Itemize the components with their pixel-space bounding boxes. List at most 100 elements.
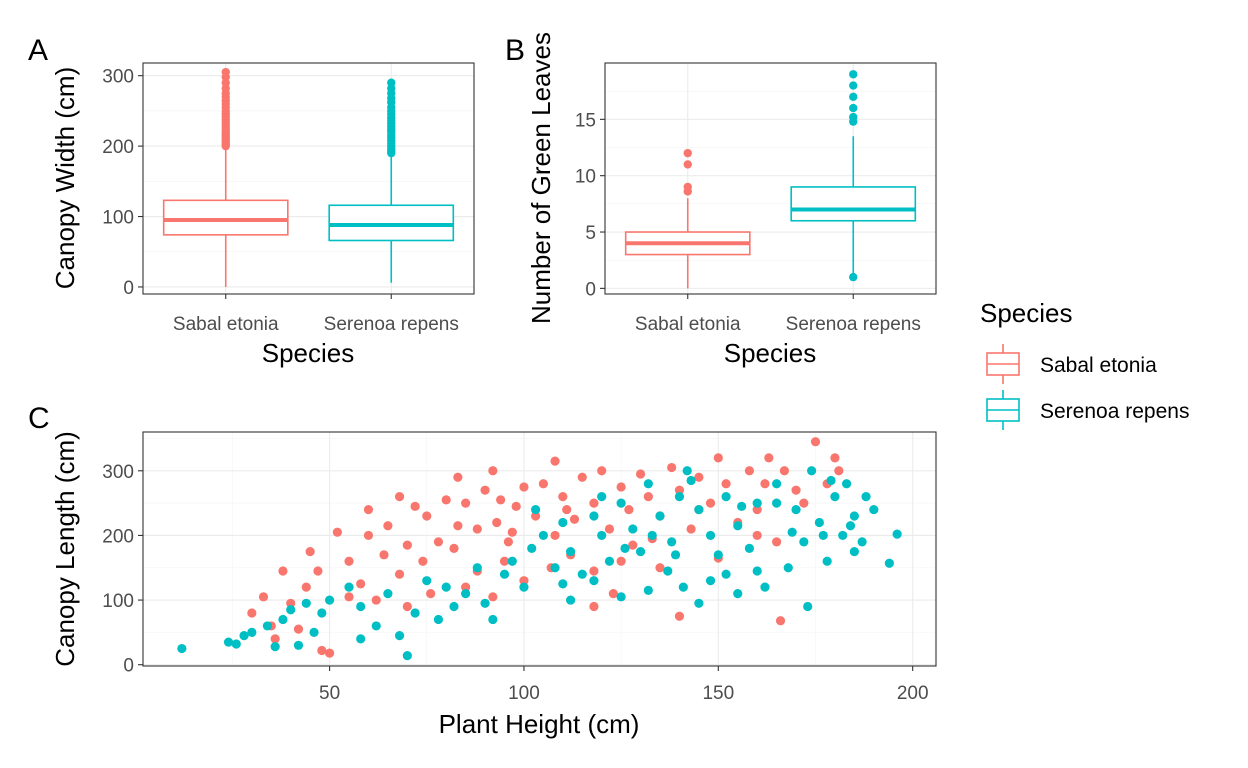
scatter-point: [667, 462, 677, 473]
scatter-point: [383, 589, 393, 599]
scatter-point: [869, 504, 879, 515]
scatter-point: [410, 608, 420, 618]
scatter-point: [441, 495, 451, 505]
scatter-point: [678, 582, 688, 592]
scatter-point: [721, 479, 731, 489]
panel-b-ticks: 0 5 10 15 Sabal etonia Serenoa repens: [575, 110, 921, 335]
scatter-point: [433, 537, 444, 547]
scatter-point: [223, 637, 234, 647]
scatter-point: [433, 614, 444, 625]
scatter-point: [705, 498, 716, 508]
scatter-point: [814, 517, 824, 528]
panel-c-x-axis-title: Plant Height (cm): [439, 709, 640, 739]
scatter-point: [597, 492, 607, 502]
scatter-point: [422, 511, 432, 521]
scatter-point: [270, 642, 280, 652]
panel-b-outlier-point: [849, 92, 858, 102]
panel-c-series-serenoa-repens: [177, 466, 902, 661]
panel-c-series-sabal-etonia: [247, 437, 844, 658]
scatter-point: [791, 504, 801, 515]
panel-c-x-tick-label: 200: [897, 683, 929, 704]
scatter-point: [670, 550, 681, 560]
scatter-point: [752, 530, 762, 541]
scatter-point: [531, 504, 541, 515]
scatter-point: [616, 592, 626, 602]
scatter-point: [628, 540, 638, 550]
scatter-point: [286, 598, 296, 608]
panel-c-grid: [143, 432, 936, 666]
scatter-point: [356, 579, 366, 589]
scatter-point: [402, 651, 412, 661]
scatter-point: [371, 595, 381, 605]
scatter-point: [394, 631, 405, 641]
scatter-point: [519, 576, 529, 586]
scatter-point: [737, 501, 747, 511]
panel-a-boxes: [162, 67, 455, 287]
scatter-point: [577, 569, 587, 579]
legend: Species Sabal etonia Serenoa repens: [980, 298, 1189, 430]
scatter-point: [293, 624, 304, 634]
legend-label-serenoa-repens: Serenoa repens: [1040, 400, 1189, 423]
legend-key-serenoa-repens: [986, 390, 1020, 430]
scatter-point: [344, 592, 354, 602]
panel-b-outlier-point: [849, 103, 858, 113]
scatter-point: [604, 556, 615, 566]
panel-a-x-axis-title: Species: [262, 338, 355, 368]
scatter-point: [461, 589, 471, 599]
scatter-point: [449, 543, 459, 553]
scatter-point: [721, 569, 731, 579]
scatter-point: [686, 475, 696, 486]
panel-b-box-sabal-etonia: [624, 148, 751, 289]
scatter-point: [589, 566, 599, 576]
legend-title: Species: [980, 298, 1073, 328]
panel-b-y-axis-title: Number of Green Leaves: [526, 32, 556, 324]
panel-a-y-tick-label: 300: [102, 67, 134, 88]
scatter-point: [845, 521, 856, 531]
legend-keys: [986, 344, 1020, 430]
scatter-point: [589, 511, 599, 521]
scatter-point: [682, 466, 692, 476]
panel-c-ticks: 50 100 150 200 0 100 200 300: [102, 462, 928, 704]
scatter-point: [371, 621, 381, 631]
scatter-point: [799, 498, 809, 508]
scatter-point: [616, 498, 626, 508]
scatter-point: [807, 466, 817, 476]
panel-a-outlier-point: [387, 78, 396, 87]
scatter-point: [317, 608, 327, 618]
scatter-point: [558, 492, 568, 502]
scatter-point: [499, 556, 510, 566]
scatter-point: [472, 524, 482, 534]
scatter-point: [507, 527, 517, 537]
panel-a-box-serenoa-repens: [328, 78, 455, 283]
scatter-point: [655, 511, 665, 521]
scatter-point: [674, 485, 685, 495]
scatter-point: [667, 537, 677, 547]
scatter-point: [643, 585, 653, 595]
scatter-point: [449, 601, 459, 612]
scatter-point: [764, 453, 774, 463]
scatter-point: [799, 537, 809, 547]
panel-b-outlier-point: [849, 81, 858, 90]
panel-a-ticks: 0 100 200 300 Sabal etonia Serenoa repens: [102, 67, 459, 335]
panel-b-y-tick-label: 0: [585, 279, 596, 300]
scatter-point: [772, 479, 782, 489]
scatter-point: [565, 595, 576, 605]
scatter-point: [624, 504, 634, 515]
scatter-point: [643, 479, 653, 489]
scatter-point: [278, 614, 288, 625]
scatter-point: [849, 546, 859, 557]
scatter-point: [577, 472, 587, 482]
scatter-point: [492, 517, 502, 528]
panel-a-x-tick-label-sabal-etonia: Sabal etonia: [173, 314, 279, 335]
scatter-point: [402, 540, 412, 550]
scatter-point: [647, 530, 657, 541]
scatter-point: [356, 634, 366, 644]
scatter-point: [258, 592, 269, 602]
scatter-point: [589, 601, 599, 612]
scatter-point: [705, 530, 716, 541]
scatter-point: [620, 543, 630, 553]
scatter-point: [655, 563, 665, 573]
scatter-point: [565, 546, 576, 557]
scatter-point: [803, 601, 813, 612]
